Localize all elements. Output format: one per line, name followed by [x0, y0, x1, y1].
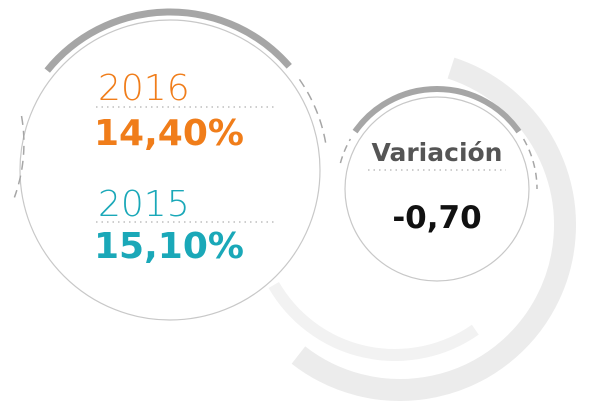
arc: [44, 8, 292, 73]
decoration: [268, 57, 576, 401]
rate-value: 15,10%: [94, 226, 244, 267]
arc: [339, 138, 352, 164]
rate-value: 14,40%: [94, 113, 244, 154]
variation-circle: [344, 96, 530, 282]
decoration-arcs: [13, 8, 538, 198]
variation-label: Variación: [372, 138, 503, 167]
arc: [291, 57, 576, 401]
arc: [352, 86, 522, 134]
variation-value: -0,70: [392, 200, 481, 236]
arc: [298, 78, 328, 149]
arc: [268, 281, 479, 361]
year-label: 2016: [98, 68, 190, 109]
year-label: 2015: [98, 184, 190, 225]
arc: [13, 115, 25, 198]
arc: [522, 138, 538, 190]
main-circle: [19, 19, 321, 321]
